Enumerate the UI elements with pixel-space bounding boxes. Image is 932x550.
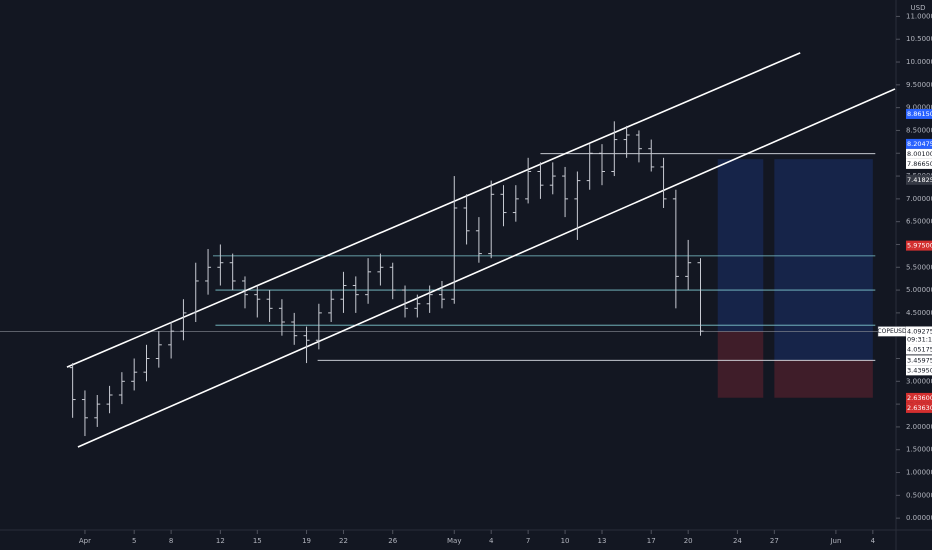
price-tag: [906, 355, 932, 366]
y-tick-label: 6.50000: [906, 218, 932, 226]
price-tag-label: 2.63630: [907, 404, 932, 412]
x-tick-label: 22: [339, 537, 348, 545]
price-tag-label: 7.86650: [907, 160, 932, 168]
x-tick-label: May: [447, 537, 461, 545]
y-tick-label: 8.50000: [906, 126, 932, 134]
x-tick-label: 7: [526, 537, 530, 545]
x-tick-label: 24: [733, 537, 742, 545]
price-tag-label: 8.20475: [907, 140, 932, 148]
x-tick-label: 10: [561, 537, 570, 545]
price-tag-label: 3.43950: [907, 366, 932, 374]
price-tag: [906, 158, 932, 169]
last-price-tag: [906, 326, 932, 345]
x-tick-label: Apr: [79, 537, 91, 545]
price-tag-label: 5.97500: [907, 242, 932, 250]
price-tag: [906, 344, 932, 355]
x-tick-label: 20: [684, 537, 693, 545]
y-tick-label: 10.50000: [906, 35, 932, 43]
x-tick-label: 12: [216, 537, 225, 545]
x-tick-label: 5: [132, 537, 136, 545]
price-tag-label: 2.63600: [907, 394, 932, 402]
price-tag-label: 8.86150: [907, 110, 932, 118]
price-tag-label: 7.41825: [907, 176, 932, 184]
y-tick-label: 5.50000: [906, 263, 932, 271]
price-tag: [906, 138, 932, 149]
trendline: [77, 88, 896, 448]
x-tick-label: 4: [871, 537, 876, 545]
price-tag-label: 8.00100: [907, 150, 932, 158]
x-tick-label: 4: [489, 537, 494, 545]
trendline: [66, 52, 801, 368]
x-tick-label: 13: [598, 537, 607, 545]
price-tag: [906, 148, 932, 159]
profit-zone: [774, 159, 873, 361]
price-tag: [906, 402, 932, 413]
y-tick-label: 0.50000: [906, 491, 932, 499]
x-tick-label: 26: [388, 537, 397, 545]
price-tag: [906, 108, 932, 119]
x-tick-label: Jun: [829, 537, 841, 545]
price-tag: [906, 240, 932, 251]
x-tick-label: 15: [253, 537, 262, 545]
x-tick-label: 27: [770, 537, 779, 545]
y-tick-label: 4.50000: [906, 309, 932, 317]
last-price-label: 4.09275: [907, 327, 932, 335]
y-tick-label: 9.50000: [906, 81, 932, 89]
y-tick-label: 1.50000: [906, 446, 932, 454]
price-tag-label: 4.05175: [907, 345, 932, 353]
x-tick-label: 8: [169, 537, 173, 545]
price-tag-label: 3.45975: [907, 356, 932, 364]
price-tag: [906, 174, 932, 185]
symbol-label: COPEUSD: [877, 328, 907, 335]
price-tag: [906, 365, 932, 376]
x-tick-label: 19: [302, 537, 311, 545]
loss-zone: [717, 331, 764, 398]
profit-zone: [717, 159, 764, 332]
price-tag: [906, 392, 932, 403]
x-tick-label: 17: [647, 537, 656, 545]
loss-zone: [774, 360, 873, 398]
currency-label: USD: [911, 4, 926, 12]
countdown-label: 09:31:11: [907, 335, 932, 343]
